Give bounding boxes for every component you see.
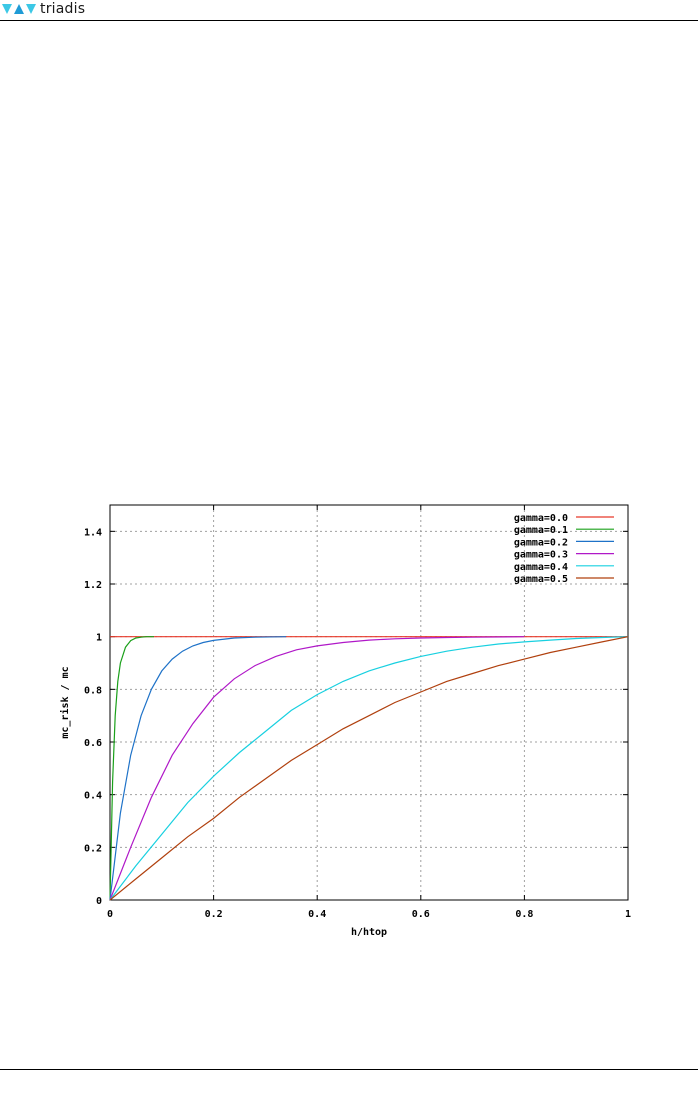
y-tick-label: 0: [96, 896, 102, 907]
header-divider: [0, 20, 698, 21]
line-chart: 0 0.2 0.4 0.6 0.8 1 0 0.2 0.4 0.6 0.8 1 1.2 1.4 gamma…: [50, 495, 660, 965]
logo-text: triadis: [40, 1, 86, 17]
series-line-2: [109, 636, 287, 901]
series-line-5: [109, 636, 629, 901]
y-tick-label: 0.2: [84, 843, 102, 854]
x-tick-label: 0.2: [205, 909, 223, 920]
triangle-down-icon: [26, 4, 36, 14]
series-line-1: [109, 636, 154, 901]
logo: triadis: [2, 0, 85, 18]
axis-ticks: 0 0.2 0.4 0.6 0.8 1 0 0.2 0.4 0.6 0.8 1 1.2 1.4: [84, 505, 631, 920]
y-tick-label: 1: [96, 633, 102, 644]
legend-label: gamma=0.0: [514, 513, 568, 524]
legend-label: gamma=0.5: [514, 574, 568, 585]
y-tick-label: 1.2: [84, 580, 102, 591]
plot-frame: [109, 504, 629, 901]
x-tick-label: 0.4: [308, 909, 326, 920]
y-tick-label: 0.8: [84, 685, 102, 696]
triangle-down-icon: [2, 4, 12, 14]
x-tick-label: 0: [107, 909, 113, 920]
y-tick-label: 0.6: [84, 738, 102, 749]
y-tick-label: 1.4: [84, 527, 102, 538]
legend: gamma=0.0gamma=0.1gamma=0.2gamma=0.3gamm…: [514, 513, 614, 585]
series-line-3: [109, 636, 525, 901]
y-tick-label: 0.4: [84, 791, 102, 802]
page-header: triadis: [0, 0, 698, 20]
x-tick-label: 1: [625, 909, 631, 920]
x-tick-label: 0.6: [412, 909, 430, 920]
series-lines: [109, 636, 629, 901]
legend-label: gamma=0.3: [514, 550, 568, 561]
footer-divider: [0, 1069, 698, 1070]
chart-canvas: 0 0.2 0.4 0.6 0.8 1 0 0.2 0.4 0.6 0.8 1 1.2 1.4 gamma…: [59, 504, 631, 938]
y-axis-label: mc_risk / mc: [59, 666, 71, 738]
legend-label: gamma=0.4: [514, 562, 568, 573]
legend-label: gamma=0.2: [514, 537, 568, 548]
x-tick-label: 0.8: [515, 909, 533, 920]
triangles-logo-icon: [2, 4, 36, 14]
series-line-4: [109, 636, 629, 901]
x-axis-label: h/htop: [351, 927, 387, 938]
legend-label: gamma=0.1: [514, 525, 568, 536]
triangle-up-icon: [14, 4, 24, 14]
